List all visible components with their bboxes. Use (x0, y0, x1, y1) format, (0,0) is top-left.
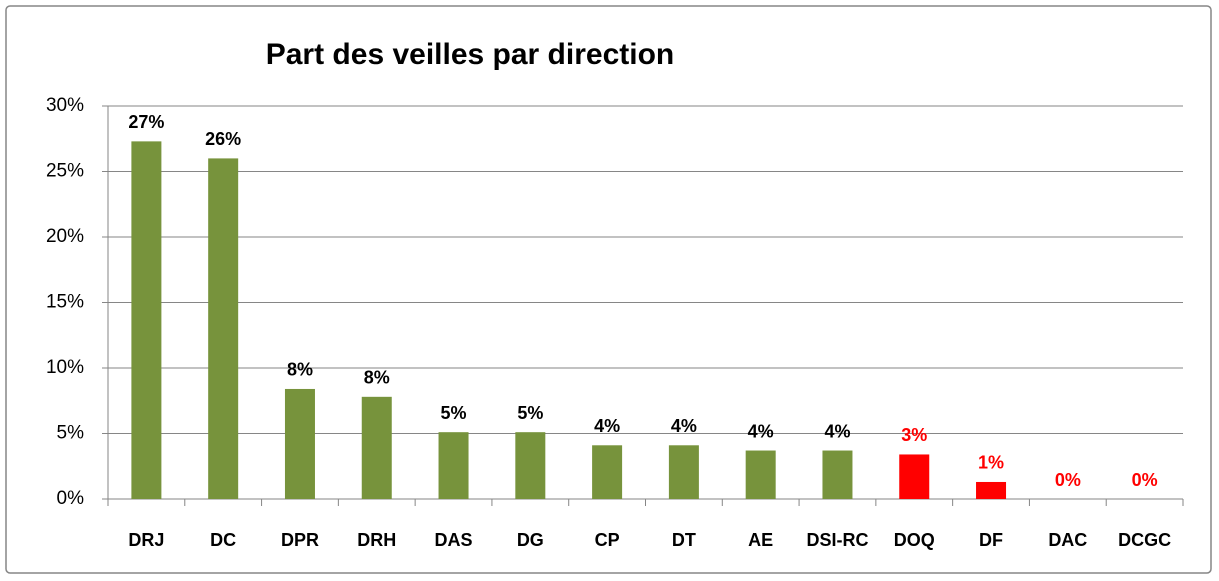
x-tick-label: AE (748, 530, 773, 550)
value-label: 4% (748, 421, 774, 441)
bar (361, 396, 392, 499)
value-label: 5% (441, 403, 467, 423)
x-tick-label: DAC (1048, 530, 1087, 550)
bar (822, 450, 853, 499)
bar (668, 445, 699, 499)
value-label: 0% (1132, 470, 1158, 490)
value-label: 26% (205, 129, 241, 149)
value-label: 4% (824, 421, 850, 441)
value-label: 1% (978, 453, 1004, 473)
value-label: 3% (901, 425, 927, 445)
bar (899, 454, 930, 499)
x-tick-label: DRH (357, 530, 396, 550)
x-tick-label: DRJ (128, 530, 164, 550)
x-tick-label: DT (672, 530, 696, 550)
value-label: 4% (594, 416, 620, 436)
x-tick-label: DOQ (894, 530, 935, 550)
y-tick-label: 25% (46, 161, 84, 182)
bar (515, 432, 546, 499)
bar (131, 141, 162, 499)
value-label: 4% (671, 416, 697, 436)
y-tick-label: 15% (46, 292, 84, 313)
bar (976, 481, 1007, 499)
x-tick-label: DSI-RC (806, 530, 868, 550)
y-tick-label: 30% (46, 95, 84, 116)
bar (592, 445, 623, 499)
value-label: 5% (517, 403, 543, 423)
x-tick-label: DG (517, 530, 544, 550)
y-tick-label: 10% (46, 357, 84, 378)
bar (208, 158, 239, 499)
x-tick-label: DCGC (1118, 530, 1171, 550)
chart-title: Part des veilles par direction (266, 38, 675, 71)
y-tick-label: 20% (46, 226, 84, 247)
y-tick-label: 5% (57, 423, 85, 444)
value-label: 27% (128, 112, 164, 132)
x-tick-label: DF (979, 530, 1003, 550)
x-tick-label: CP (595, 530, 620, 550)
x-tick-label: DAS (435, 530, 473, 550)
value-label: 0% (1055, 470, 1081, 490)
value-label: 8% (364, 368, 390, 388)
x-tick-label: DPR (281, 530, 319, 550)
bar (745, 450, 776, 499)
x-tick-label: DC (210, 530, 236, 550)
bar (438, 432, 469, 499)
bar (284, 388, 315, 499)
y-tick-label: 0% (57, 488, 85, 509)
value-label: 8% (287, 360, 313, 380)
